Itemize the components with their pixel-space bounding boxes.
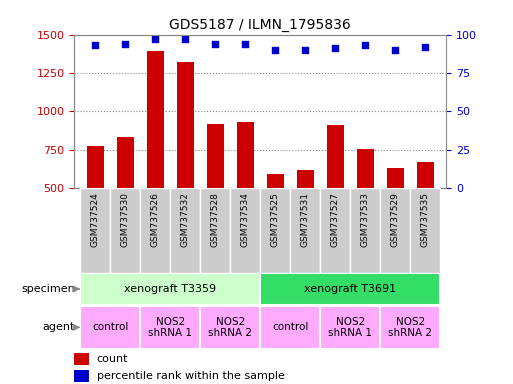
Point — [301, 47, 309, 53]
Bar — [417, 162, 433, 188]
Point — [421, 44, 429, 50]
Bar — [387, 168, 404, 188]
Text: specimen: specimen — [21, 284, 75, 294]
Bar — [141, 188, 170, 273]
Text: control: control — [92, 322, 129, 333]
Bar — [410, 188, 440, 273]
Bar — [141, 306, 201, 349]
Text: NOS2
shRNA 1: NOS2 shRNA 1 — [148, 316, 192, 338]
Bar — [110, 188, 141, 273]
Point — [121, 41, 129, 47]
Text: GSM737532: GSM737532 — [181, 192, 190, 247]
Bar — [74, 370, 89, 382]
Text: GSM737530: GSM737530 — [121, 192, 130, 247]
Bar — [320, 306, 380, 349]
Bar — [320, 188, 350, 273]
Text: GSM737535: GSM737535 — [421, 192, 430, 247]
Text: percentile rank within the sample: percentile rank within the sample — [96, 371, 285, 381]
Point — [211, 41, 220, 47]
Bar — [290, 188, 320, 273]
Point — [181, 36, 189, 42]
Bar — [261, 306, 320, 349]
Bar — [87, 146, 104, 188]
Point — [361, 42, 369, 48]
Bar — [237, 122, 253, 188]
Text: GSM737526: GSM737526 — [151, 192, 160, 247]
Text: GSM737529: GSM737529 — [391, 192, 400, 247]
Bar — [357, 149, 373, 188]
Bar — [380, 188, 410, 273]
Bar — [380, 306, 440, 349]
Point — [151, 36, 160, 42]
Text: xenograft T3359: xenograft T3359 — [124, 284, 216, 294]
Text: GSM737525: GSM737525 — [271, 192, 280, 247]
Bar — [201, 188, 230, 273]
Text: GSM737528: GSM737528 — [211, 192, 220, 247]
Point — [391, 47, 400, 53]
Text: agent: agent — [43, 322, 75, 333]
Bar — [267, 174, 284, 188]
Text: GSM737524: GSM737524 — [91, 192, 100, 247]
Text: count: count — [96, 354, 128, 364]
Text: NOS2
shRNA 2: NOS2 shRNA 2 — [388, 316, 432, 338]
Bar — [350, 188, 380, 273]
Bar — [147, 51, 164, 188]
Point — [91, 42, 100, 48]
Point — [331, 45, 340, 51]
Bar — [201, 306, 261, 349]
Text: NOS2
shRNA 2: NOS2 shRNA 2 — [208, 316, 252, 338]
Bar — [170, 188, 201, 273]
Text: GSM737527: GSM737527 — [331, 192, 340, 247]
Title: GDS5187 / ILMN_1795836: GDS5187 / ILMN_1795836 — [169, 18, 351, 32]
Bar — [117, 137, 133, 188]
Text: xenograft T3691: xenograft T3691 — [304, 284, 397, 294]
Bar — [81, 306, 141, 349]
Text: GSM737533: GSM737533 — [361, 192, 370, 247]
Bar — [74, 353, 89, 365]
Bar — [177, 62, 193, 188]
Bar — [81, 273, 261, 305]
Bar — [207, 124, 224, 188]
Point — [271, 47, 280, 53]
Bar — [261, 273, 440, 305]
Bar — [230, 188, 261, 273]
Text: GSM737531: GSM737531 — [301, 192, 310, 247]
Text: control: control — [272, 322, 308, 333]
Bar — [261, 188, 290, 273]
Bar — [327, 125, 344, 188]
Text: NOS2
shRNA 1: NOS2 shRNA 1 — [328, 316, 372, 338]
Point — [241, 41, 249, 47]
Bar — [81, 188, 110, 273]
Bar — [297, 170, 313, 188]
Text: GSM737534: GSM737534 — [241, 192, 250, 247]
